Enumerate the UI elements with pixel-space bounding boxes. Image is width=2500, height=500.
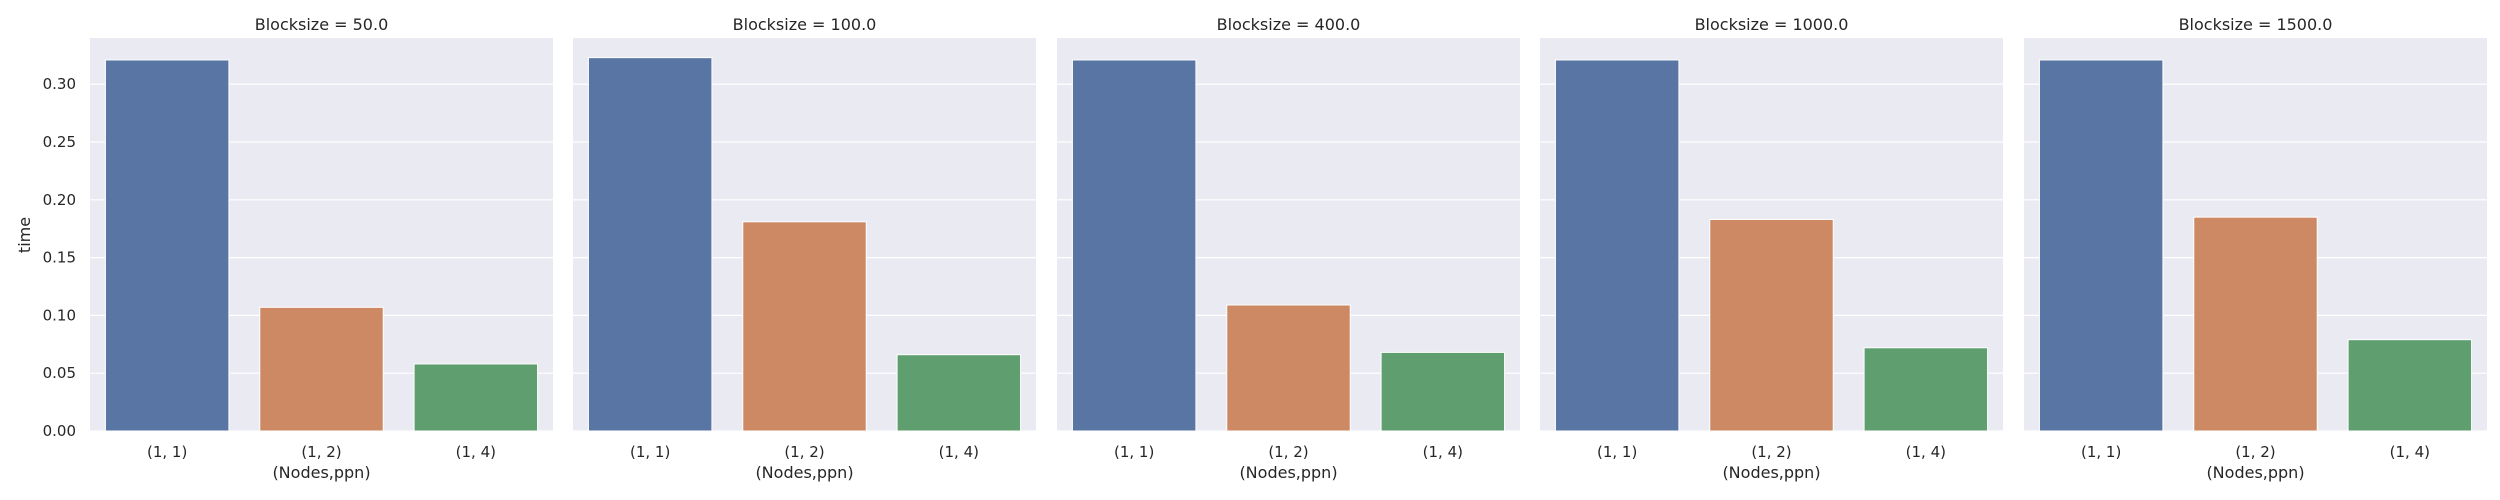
y-tick-label: 0.00 [43, 422, 76, 440]
x-tick-label: (1, 4) [2390, 443, 2430, 461]
x-tick-label: (1, 1) [630, 443, 670, 461]
bar-2 [259, 306, 384, 432]
x-tick-label: (1, 2) [1268, 443, 1308, 461]
bar-3 [1863, 347, 1989, 432]
x-tick-label: (1, 2) [784, 443, 824, 461]
bar-2 [2193, 216, 2318, 432]
bar-1 [1554, 59, 1680, 432]
x-axis-label: (Nodes,ppn) [755, 463, 853, 482]
x-tick-label: (1, 2) [301, 443, 341, 461]
bar-1 [587, 57, 713, 432]
y-tick-label: 0.25 [43, 133, 76, 151]
bar-3 [413, 363, 539, 432]
y-tick-label: 0.10 [43, 306, 76, 324]
bar-2 [1709, 218, 1834, 432]
x-tick-label: (1, 2) [1751, 443, 1791, 461]
facet-panel-5: Blocksize = 1500.0 (1, 1) (1, 2) (1, 4) (Nod… [2024, 15, 2487, 482]
panel-title: Blocksize = 1500.0 [2179, 15, 2333, 34]
x-axis-label: (Nodes,ppn) [272, 463, 370, 482]
facet-panel-1: Blocksize = 50.0 (1, 1) (1, 2) (1, 4) (Nodes… [90, 15, 553, 482]
facet-panel-3: Blocksize = 400.0 (1, 1) (1, 2) (1, 4) (Node… [1057, 15, 1520, 482]
x-tick-label: (1, 4) [1423, 443, 1463, 461]
panel-title: Blocksize = 1000.0 [1695, 15, 1849, 34]
x-tick-label: (1, 4) [1906, 443, 1946, 461]
x-axis-label: (Nodes,ppn) [1722, 463, 1820, 482]
bar-2 [1226, 304, 1351, 432]
bar-1 [104, 59, 230, 432]
x-tick-label: (1, 1) [147, 443, 187, 461]
x-axis-label: (Nodes,ppn) [1239, 463, 1337, 482]
panel-title: Blocksize = 100.0 [733, 15, 877, 34]
facet-panel-2: Blocksize = 100.0 (1, 1) (1, 2) (1, 4) (Node… [573, 15, 1036, 482]
bar-3 [896, 354, 1022, 432]
y-tick-label: 0.05 [43, 364, 76, 382]
y-tick-label: 0.15 [43, 249, 76, 267]
bar-1 [2038, 59, 2164, 432]
x-tick-label: (1, 4) [939, 443, 979, 461]
bar-3 [1380, 351, 1506, 432]
x-tick-label: (1, 4) [456, 443, 496, 461]
facet-panel-4: Blocksize = 1000.0 (1, 1) (1, 2) (1, 4) (Nod… [1540, 15, 2003, 482]
y-tick-label: 0.20 [43, 191, 76, 209]
bar-1 [1071, 59, 1197, 432]
x-axis-label: (Nodes,ppn) [2206, 463, 2304, 482]
y-tick-label: 0.30 [43, 75, 76, 93]
bar-2 [742, 221, 867, 432]
panel-title: Blocksize = 50.0 [255, 15, 389, 34]
bar-3 [2347, 339, 2473, 432]
x-tick-label: (1, 1) [1114, 443, 1154, 461]
y-axis-label: time [15, 217, 34, 253]
x-tick-label: (1, 1) [2081, 443, 2121, 461]
x-tick-label: (1, 2) [2235, 443, 2275, 461]
x-tick-label: (1, 1) [1597, 443, 1637, 461]
panel-title: Blocksize = 400.0 [1217, 15, 1361, 34]
